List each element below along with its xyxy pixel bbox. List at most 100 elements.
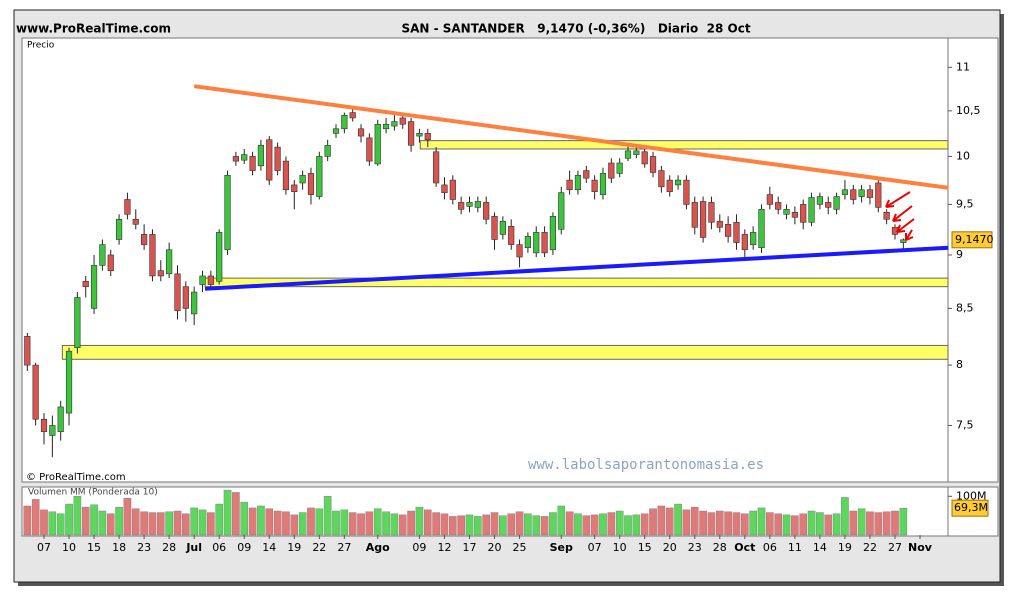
candle-body — [716, 220, 723, 228]
candle-body — [783, 209, 790, 215]
candle-body — [115, 218, 123, 240]
candle-body — [666, 179, 673, 192]
candle-body — [416, 133, 423, 137]
candle-body — [699, 201, 707, 238]
candle-body — [800, 204, 807, 223]
candle-body — [733, 221, 740, 243]
candle-body — [608, 162, 615, 179]
x-tick-label: 10 — [62, 541, 76, 554]
volume-bar — [257, 505, 265, 536]
candle-body — [249, 156, 256, 171]
candle-body — [199, 275, 206, 285]
volume-bar — [849, 510, 858, 536]
last-volume-label: 69,3M — [954, 501, 988, 514]
x-tick-label: 14 — [262, 541, 276, 554]
volume-bar — [899, 507, 908, 536]
candle-body — [591, 179, 598, 192]
x-tick-label: 20 — [663, 541, 677, 554]
volume-bar — [148, 512, 157, 536]
candle-body — [149, 234, 156, 277]
volume-bar — [615, 510, 624, 536]
volume-bar — [348, 512, 357, 536]
volume-bar — [165, 511, 173, 536]
volume-bar — [474, 516, 482, 536]
y-tick-label: 10,5 — [956, 104, 981, 117]
chart-title: SAN - SANTANDER 9,1470 (-0,36%) Diario 2… — [401, 22, 750, 36]
candle-body — [883, 212, 890, 220]
candle-body — [574, 175, 582, 191]
last-price-label: 9,1470 — [955, 233, 994, 246]
trend-line — [204, 245, 949, 291]
volume-bar — [81, 506, 90, 536]
volume-bar — [449, 516, 457, 536]
volume-bar — [282, 511, 290, 536]
volume-bar — [407, 510, 415, 536]
candle-body — [474, 201, 481, 208]
volume-bar — [774, 513, 782, 536]
volume-bar — [574, 513, 582, 536]
candle-body — [399, 117, 406, 125]
candle-body — [683, 179, 690, 205]
volume-bar — [682, 509, 691, 536]
candle-body — [833, 196, 840, 210]
x-tick-label: 09 — [412, 541, 426, 554]
arrow — [885, 191, 911, 208]
volume-bar — [440, 513, 449, 536]
x-tick-label: 27 — [888, 541, 902, 554]
volume-bar — [832, 513, 841, 536]
x-tick-label: 07 — [37, 541, 51, 554]
candle-body — [282, 160, 290, 191]
volume-title: Volumen MM (Ponderada 10) — [28, 488, 158, 498]
volume-bar — [223, 489, 232, 536]
volume-bar — [290, 514, 299, 536]
candle-body — [349, 112, 356, 119]
y-tick-label: 11 — [956, 60, 970, 73]
volume-bar — [565, 511, 574, 536]
volume-bar — [340, 509, 349, 536]
support-band — [419, 140, 949, 150]
volume-bar — [65, 503, 73, 536]
candle-body — [274, 146, 281, 171]
candle-body — [182, 286, 189, 309]
candle-body — [191, 291, 198, 315]
candle-body — [307, 173, 315, 195]
volume-bar — [48, 511, 57, 536]
x-tick-label: 07 — [588, 541, 602, 554]
x-tick-label: 23 — [137, 541, 151, 554]
x-tick-label: 15 — [638, 541, 652, 554]
volume-bar — [866, 511, 874, 536]
candle-body — [558, 192, 565, 230]
volume-bar — [891, 510, 899, 536]
volume-bar — [273, 510, 282, 536]
candle-body — [132, 218, 139, 225]
candle-body — [766, 194, 773, 205]
y-tick-label: 7,5 — [956, 418, 974, 431]
candle-body — [40, 418, 48, 433]
volume-bar — [799, 513, 808, 536]
candle-body — [157, 270, 164, 277]
arrow — [905, 229, 914, 241]
volume-bar — [874, 512, 883, 536]
volume-bar — [532, 515, 541, 536]
candle-body — [624, 150, 632, 159]
last-volume-box — [951, 499, 989, 517]
volume-bar — [373, 508, 382, 536]
volume-bar — [715, 510, 724, 536]
candle-body — [74, 297, 81, 349]
volume-bar — [73, 496, 82, 536]
volume-bar — [131, 508, 140, 536]
x-tick-label: 20 — [488, 541, 502, 554]
x-tick-label: 06 — [763, 541, 777, 554]
volume-bar — [106, 513, 115, 536]
candle-body — [141, 234, 148, 245]
y-tick-label: 9,5 — [956, 197, 974, 210]
volume-bar — [699, 510, 707, 536]
candle-body — [441, 184, 448, 193]
volume-bar — [423, 509, 432, 536]
volume-bar — [490, 512, 499, 536]
candle-body — [616, 162, 623, 174]
volume-bar — [690, 506, 699, 536]
volume-bar — [332, 510, 340, 536]
volume-bar — [140, 511, 148, 536]
